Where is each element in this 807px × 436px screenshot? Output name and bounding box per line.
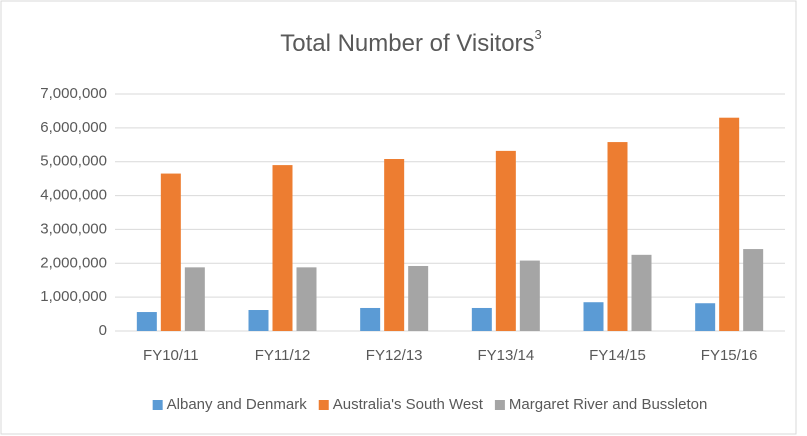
- bar: [495, 150, 516, 331]
- x-tick-label: FY10/11: [143, 347, 199, 364]
- x-tick-label: FY11/12: [255, 347, 311, 364]
- x-tick-label: FY13/14: [477, 347, 534, 364]
- x-tick-label: FY14/15: [589, 347, 646, 364]
- x-tick-label: FY15/16: [701, 347, 758, 364]
- bar: [471, 307, 492, 331]
- y-tick-label: 0: [99, 322, 107, 339]
- bar: [719, 117, 740, 331]
- bar: [408, 265, 429, 331]
- bar: [583, 302, 604, 331]
- bar: [160, 173, 181, 331]
- title-text: Total Number of Visitors: [280, 30, 534, 57]
- y-tick-label: 6,000,000: [40, 119, 107, 136]
- chart-title: Total Number of Visitors3: [280, 27, 542, 57]
- y-tick-label: 7,000,000: [40, 85, 107, 102]
- bar: [607, 142, 628, 331]
- bar: [296, 267, 317, 331]
- bar: [272, 165, 293, 331]
- title-superscript: 3: [535, 27, 542, 42]
- bar: [360, 307, 381, 331]
- legend-label: Margaret River and Bussleton: [509, 396, 707, 413]
- bar: [743, 249, 764, 331]
- legend-swatch: [318, 400, 329, 410]
- bar: [519, 260, 540, 331]
- bar: [384, 159, 405, 331]
- bar: [248, 310, 269, 331]
- y-tick-label: 2,000,000: [40, 254, 107, 271]
- bar: [695, 303, 716, 331]
- legend-swatch: [152, 400, 163, 410]
- bar: [631, 254, 652, 331]
- bar: [184, 267, 205, 331]
- legend-label: Australia's South West: [333, 396, 484, 413]
- y-tick-label: 4,000,000: [40, 187, 107, 204]
- legend-swatch: [494, 400, 505, 410]
- y-tick-label: 1,000,000: [40, 288, 107, 305]
- x-tick-label: FY12/13: [366, 347, 423, 364]
- bar: [136, 312, 157, 331]
- y-tick-label: 3,000,000: [40, 220, 107, 237]
- legend-label: Albany and Denmark: [167, 396, 308, 413]
- y-tick-label: 5,000,000: [40, 153, 107, 170]
